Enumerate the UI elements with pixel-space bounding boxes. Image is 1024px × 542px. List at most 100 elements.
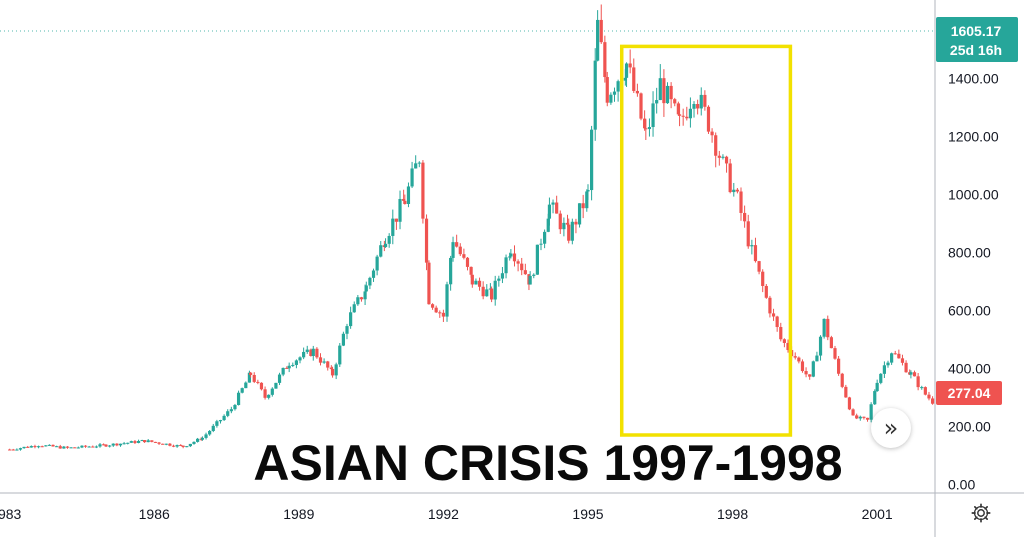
candle-body <box>851 409 855 416</box>
candle-body <box>681 115 685 117</box>
countdown-value: 25d 16h <box>950 42 1002 58</box>
candle-body <box>434 307 438 313</box>
y-tick-label: 0.00 <box>948 476 975 492</box>
settings-button[interactable] <box>962 497 1000 529</box>
candle-body <box>551 202 555 205</box>
candle-body <box>140 440 144 442</box>
candle-body <box>746 221 750 247</box>
candle-body <box>818 336 823 356</box>
candle-body <box>22 446 26 449</box>
candle-body <box>403 200 407 204</box>
candle-body <box>882 365 886 374</box>
candle-body <box>274 382 278 389</box>
candle-body <box>546 218 550 232</box>
candle-body <box>451 242 455 258</box>
candle-body <box>651 103 655 128</box>
y-tick-label: 400.00 <box>948 360 991 376</box>
candle-body <box>532 274 536 276</box>
candle-body <box>539 243 543 245</box>
candle-body <box>249 372 253 375</box>
candle-body <box>294 360 299 365</box>
candle-body <box>577 203 582 225</box>
current-price-badge <box>936 17 1018 62</box>
candle-body <box>40 446 44 448</box>
candle-body <box>724 156 729 164</box>
candle-body <box>277 374 282 383</box>
candle-body <box>628 63 632 68</box>
candle-body <box>414 163 418 169</box>
candle-body <box>779 327 783 340</box>
candle-body <box>585 191 589 209</box>
candle-body <box>229 409 233 412</box>
candle-body <box>590 129 594 191</box>
candle-body <box>29 446 33 448</box>
candle-body <box>735 189 739 192</box>
y-tick-label: 1200.00 <box>948 128 999 144</box>
candle-body <box>647 127 652 130</box>
candle-body <box>586 190 590 192</box>
candle-body <box>837 358 841 374</box>
candle-body <box>797 357 801 362</box>
candle-body <box>192 441 196 444</box>
candle-body <box>322 361 326 363</box>
candle-body <box>111 443 115 446</box>
candle-body <box>311 348 315 357</box>
x-tick-label: 2001 <box>862 506 893 522</box>
candle-body <box>875 382 879 392</box>
candle-body <box>259 382 264 390</box>
candle-body <box>252 374 256 382</box>
candle-body <box>489 288 494 300</box>
y-tick-label: 600.00 <box>948 302 991 318</box>
candle-body <box>800 361 805 372</box>
candle-body <box>421 162 425 219</box>
candle-body <box>44 445 48 447</box>
candle-body <box>474 280 478 285</box>
candle-body <box>168 443 172 446</box>
candle-body <box>233 405 237 410</box>
candle-body <box>305 349 309 352</box>
candle-body <box>916 376 920 388</box>
candle-body <box>703 94 707 107</box>
candle-body <box>171 445 176 447</box>
candle-body <box>309 349 313 357</box>
candle-body <box>793 356 797 358</box>
candle-body <box>104 444 108 447</box>
candle-body <box>371 270 376 278</box>
candle-body <box>73 447 77 449</box>
candle-body <box>270 388 274 395</box>
candle-body <box>204 434 208 438</box>
y-tick-label: 1000.00 <box>948 186 999 202</box>
candle-body <box>662 78 666 104</box>
candle-body <box>352 304 356 313</box>
candle-body <box>356 297 360 305</box>
last-price-value: 277.04 <box>948 385 991 401</box>
candle-body <box>750 245 754 247</box>
candle-body <box>500 273 505 279</box>
candle-body <box>862 416 866 418</box>
candle-body <box>844 386 848 398</box>
candle-body <box>402 198 406 201</box>
candle-body <box>761 271 765 286</box>
candle-body <box>8 449 12 451</box>
candle-body <box>739 191 743 213</box>
candle-body <box>47 444 52 446</box>
candle-body <box>359 297 364 300</box>
candle-body <box>211 425 215 431</box>
candle-body <box>567 224 571 241</box>
candle-body <box>94 446 98 448</box>
candle-body <box>593 60 597 130</box>
candle-body <box>102 444 106 446</box>
candle-body <box>208 430 212 435</box>
scroll-to-realtime-button[interactable]: » <box>871 408 911 448</box>
candle-body <box>804 371 808 375</box>
candle-body <box>458 246 462 255</box>
candle-body <box>904 362 908 373</box>
candle-body <box>291 364 295 366</box>
candle-body <box>215 421 219 426</box>
candle-body <box>543 231 547 244</box>
candle-body <box>175 445 179 447</box>
candle-body <box>11 449 15 451</box>
candle-body <box>753 245 758 262</box>
candle-body <box>786 342 790 351</box>
candle-body <box>247 372 252 383</box>
